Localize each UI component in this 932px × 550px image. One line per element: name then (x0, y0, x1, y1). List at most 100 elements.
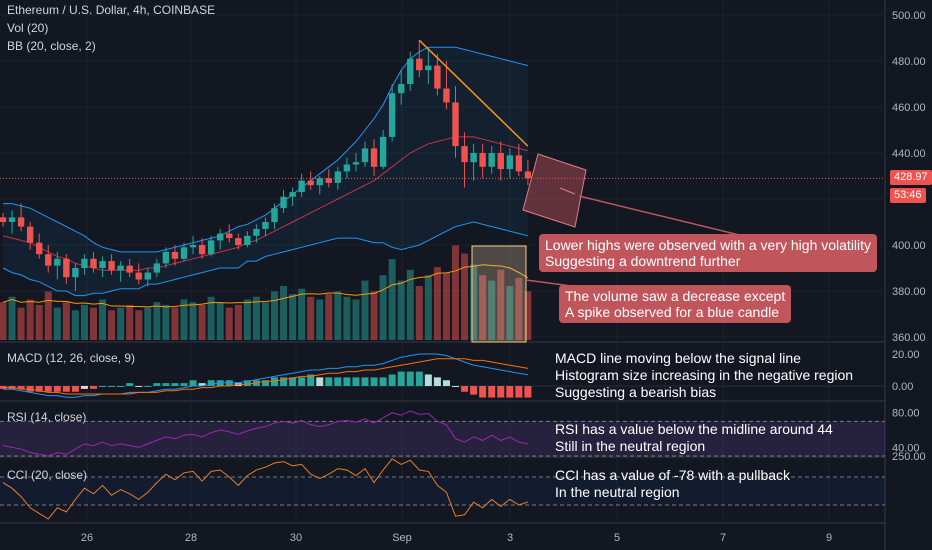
volume-legend[interactable]: Vol (20) (7, 21, 49, 35)
bollinger-lower-line (2, 221, 529, 297)
macd-histogram-bar (461, 386, 469, 392)
rsi-line (2, 410, 528, 457)
candle-body (198, 245, 206, 255)
macd-histogram-bar (524, 386, 532, 398)
price-tick-label: 500.00 (892, 10, 926, 22)
candle-body (506, 155, 513, 170)
macd-line (3, 353, 528, 398)
macd-note: MACD line moving below the signal line H… (555, 350, 853, 401)
macd-histogram-bar (207, 380, 215, 386)
candle-body (379, 136, 387, 167)
candle-body (488, 153, 495, 167)
candle-body (452, 102, 459, 147)
volume-bar (126, 304, 134, 340)
rsi-band (0, 421, 885, 456)
macd-histogram-bar (62, 386, 70, 392)
volume-bar (379, 275, 387, 340)
volume-bar (370, 291, 378, 340)
macd-histogram-bar (307, 374, 315, 386)
volume-bar (298, 288, 306, 340)
volume-bar (189, 302, 197, 340)
price-tick-label: 460.00 (892, 102, 926, 114)
candle-body (244, 235, 251, 245)
volume-bar (243, 299, 251, 340)
volume-bar (135, 310, 143, 340)
candle-body (407, 58, 414, 84)
macd-tick-label: 20.00 (892, 349, 920, 361)
rsi-note-line1: RSI has a value below the midline around… (555, 421, 833, 437)
macd-histogram-bar (198, 383, 206, 386)
volume-callout[interactable]: The volume saw a decrease except A spike… (559, 285, 792, 323)
macd-histogram-bar (497, 386, 505, 398)
rsi-note: RSI has a value below the midline around… (555, 421, 833, 455)
candle-body (207, 240, 215, 255)
candle-body (54, 258, 61, 266)
rsi-tick-label: 40.00 (892, 442, 920, 454)
bollinger-legend[interactable]: BB (20, close, 2) (7, 39, 96, 53)
macd-histogram-bar (488, 386, 496, 398)
macd-histogram-bar (261, 380, 269, 386)
time-tick-label: 26 (81, 532, 93, 544)
candle-body (416, 58, 423, 71)
rsi-note-line2: Still in the neutral region (555, 438, 706, 454)
candle-body (470, 153, 477, 163)
macd-histogram-bar (479, 386, 487, 398)
candle-body (162, 251, 170, 264)
time-tick-label: 28 (185, 532, 197, 544)
macd-histogram-bar (44, 386, 52, 392)
bollinger-upper-line (3, 46, 529, 253)
macd-histogram-bar (325, 377, 333, 386)
cci-legend[interactable]: CCI (20, close) (7, 468, 88, 482)
candle-body (307, 180, 314, 186)
macd-histogram-bar (35, 386, 43, 392)
macd-histogram-bar (397, 371, 405, 386)
macd-histogram-bar (80, 386, 88, 389)
candle-body (144, 272, 151, 280)
volume-bar (225, 307, 233, 340)
volume-bar (488, 280, 496, 340)
macd-histogram-bar (71, 386, 79, 392)
volume-bar (261, 302, 269, 340)
cci-band (0, 477, 885, 505)
symbol-legend[interactable]: Ethereum / U.S. Dollar, 4h, COINBASE (7, 3, 216, 17)
cci-note-line2: In the neutral region (555, 484, 680, 500)
macd-legend[interactable]: MACD (12, 26, close, 9) (7, 351, 136, 365)
candle-body (352, 162, 360, 165)
candle-body (271, 208, 278, 222)
cci-note-line1: CCI has a value of -78 with a pullback (555, 467, 791, 483)
candle-body (189, 245, 197, 248)
candle-body (153, 263, 161, 273)
macd-note-line1: MACD line moving below the signal line (555, 350, 801, 366)
volume-bar (442, 272, 450, 340)
candle-body (45, 254, 52, 266)
candle-body (253, 228, 260, 236)
macd-histogram-bar (180, 383, 188, 386)
volume-bar (280, 286, 288, 340)
volatility-callout[interactable]: Lower highs were observed with a very hi… (539, 234, 878, 272)
macd-histogram-bar (135, 386, 143, 387)
rsi-legend[interactable]: RSI (14, close) (7, 410, 87, 424)
candle-body (8, 217, 16, 222)
macd-histogram-bar (343, 377, 351, 386)
macd-histogram-bar (379, 377, 387, 386)
volume-bar (325, 294, 333, 340)
candle-body (135, 272, 142, 280)
macd-histogram-bar (90, 386, 97, 389)
cci-note: CCI has a value of -78 with a pullback I… (555, 467, 790, 501)
price-tick-label: 360.00 (892, 332, 926, 344)
price-tick-label: 400.00 (892, 240, 926, 252)
volume-bar (171, 307, 179, 340)
volume-bar (515, 277, 523, 340)
time-tick-label: 3 (507, 532, 513, 544)
macd-histogram-bar (352, 377, 360, 386)
volume-bar (99, 299, 107, 340)
candle-body (334, 171, 342, 183)
macd-histogram-bar (162, 383, 170, 386)
macd-histogram-bar (406, 371, 414, 386)
macd-histogram-bar (506, 386, 514, 398)
volume-bar (153, 302, 161, 340)
macd-histogram-bar (99, 386, 107, 387)
volume-bar (352, 299, 360, 340)
candle-body (217, 233, 224, 241)
